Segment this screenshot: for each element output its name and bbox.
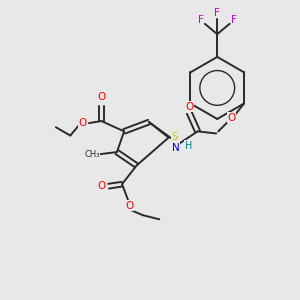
Text: O: O <box>125 201 134 211</box>
Text: O: O <box>185 102 194 112</box>
Text: F: F <box>198 15 204 25</box>
Text: O: O <box>228 113 236 123</box>
Text: F: F <box>214 8 220 18</box>
Text: CH₃: CH₃ <box>84 150 100 159</box>
Text: H: H <box>184 141 192 151</box>
Text: F: F <box>231 15 237 25</box>
Text: O: O <box>97 181 106 191</box>
Text: O: O <box>97 92 106 102</box>
Text: S: S <box>172 132 178 142</box>
Text: O: O <box>79 118 87 128</box>
Text: N: N <box>172 143 180 153</box>
